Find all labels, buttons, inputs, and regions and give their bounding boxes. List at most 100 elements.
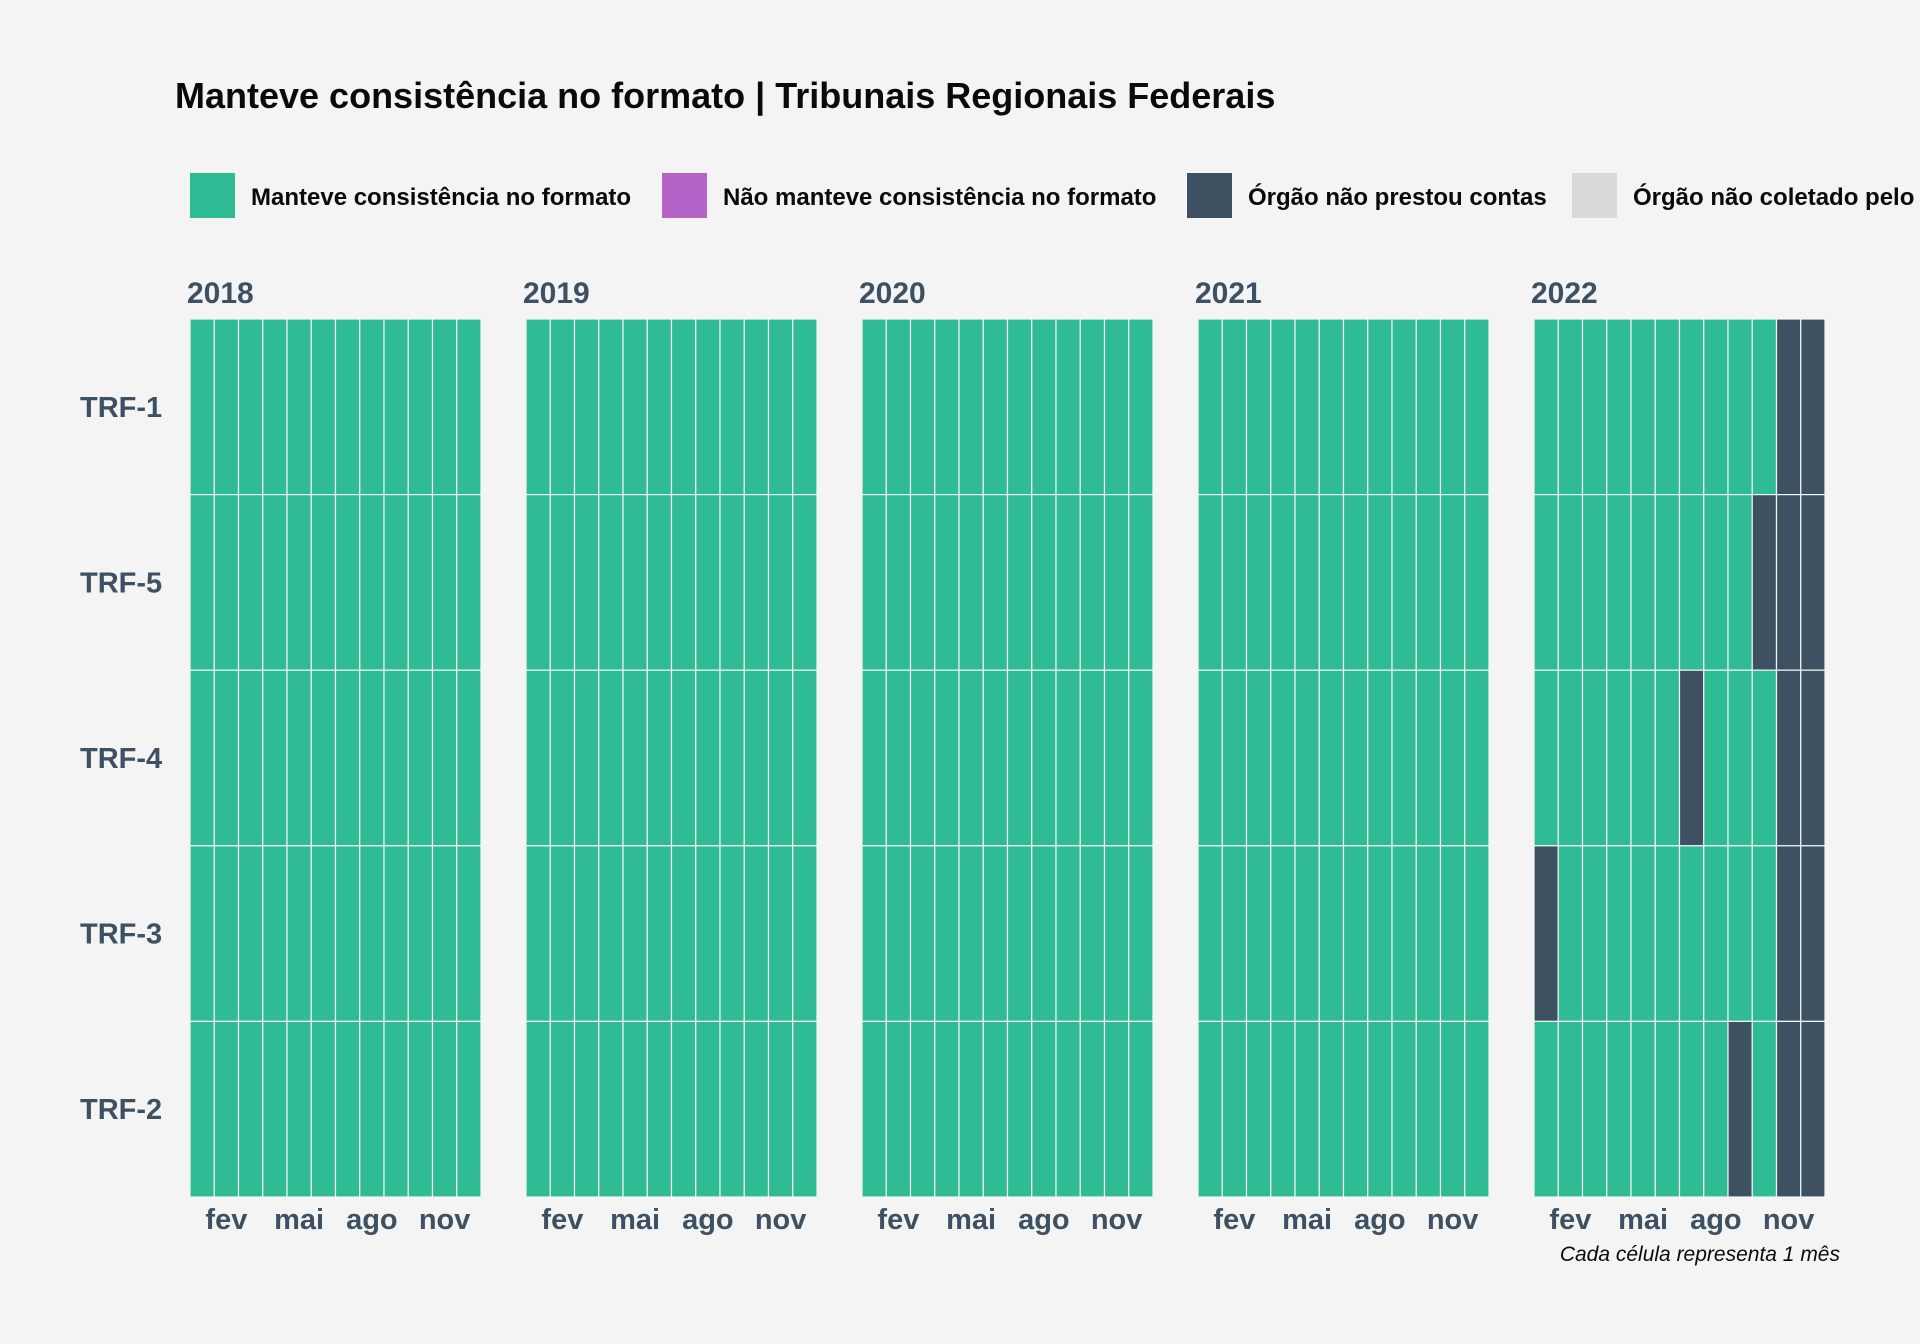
cell-2019-TRF-2-m3 (573, 1020, 600, 1198)
cell-2021-TRF-5-m8 (1367, 494, 1393, 671)
cell-2018-TRF-2-m9 (383, 1020, 409, 1198)
cell-2018-TRF-1-m11 (431, 318, 458, 496)
cell-2018-TRF-4-m2 (213, 669, 240, 847)
cell-2022-TRF-2-m9 (1727, 1020, 1753, 1198)
cell-2021-TRF-5-m12 (1464, 494, 1490, 671)
cell-2021-TRF-2-m1 (1197, 1020, 1223, 1198)
cell-2019-TRF-2-m1 (525, 1020, 551, 1198)
cell-2019-TRF-5-m2 (549, 494, 576, 671)
cell-2020-TRF-2-m4 (934, 1020, 960, 1198)
x-tick-label: ago (1354, 1204, 1406, 1236)
cell-2020-TRF-5-m12 (1128, 494, 1154, 671)
cell-2020-TRF-3-m4 (934, 845, 960, 1022)
cell-2021-TRF-4-m10 (1415, 669, 1442, 847)
cell-2021-TRF-4-m11 (1439, 669, 1466, 847)
cell-2018-TRF-5-m3 (237, 494, 264, 671)
cell-2021-TRF-5-m5 (1294, 494, 1320, 671)
cell-2020-TRF-2-m6 (982, 1020, 1009, 1198)
cell-2019-TRF-1-m8 (695, 318, 721, 496)
cell-2021-TRF-1-m9 (1391, 318, 1417, 496)
legend-item-ok: Manteve consistência no formato (190, 173, 631, 218)
year-label: 2020 (859, 277, 926, 310)
cell-2021-TRF-1-m10 (1415, 318, 1442, 496)
cell-2019-TRF-2-m2 (549, 1020, 576, 1198)
cell-2018-TRF-4-m3 (237, 669, 264, 847)
cell-2021-TRF-5-m9 (1391, 494, 1417, 671)
cell-2019-TRF-5-m6 (646, 494, 673, 671)
cell-2021-TRF-4-m4 (1270, 669, 1296, 847)
cell-2020-TRF-5-m11 (1103, 494, 1130, 671)
cell-2021-TRF-4-m5 (1294, 669, 1320, 847)
legend-label: Órgão não prestou contas (1248, 183, 1547, 211)
cell-2019-TRF-4-m10 (743, 669, 770, 847)
x-tick-label: ago (682, 1204, 734, 1236)
cell-2020-TRF-3-m8 (1031, 845, 1057, 1022)
cell-2019-TRF-3-m3 (573, 845, 600, 1022)
cell-2019-TRF-5-m4 (598, 494, 624, 671)
cell-2020-TRF-3-m11 (1103, 845, 1130, 1022)
cell-2022-TRF-2-m11 (1775, 1020, 1802, 1198)
cell-2019-TRF-2-m11 (767, 1020, 794, 1198)
cell-2019-TRF-2-m12 (792, 1020, 818, 1198)
cell-2022-TRF-4-m9 (1727, 669, 1753, 847)
cell-2022-TRF-3-m10 (1751, 845, 1778, 1022)
cell-2021-TRF-1-m1 (1197, 318, 1223, 496)
cell-2020-TRF-4-m8 (1031, 669, 1057, 847)
cell-2020-TRF-2-m2 (885, 1020, 912, 1198)
cell-2020-TRF-1-m10 (1079, 318, 1106, 496)
cell-2019-TRF-2-m9 (719, 1020, 745, 1198)
cell-2020-TRF-5-m2 (885, 494, 912, 671)
x-tick-label: mai (610, 1204, 660, 1236)
cell-2021-TRF-1-m7 (1342, 318, 1369, 496)
row-label: TRF-3 (80, 919, 162, 951)
cell-2022-TRF-2-m10 (1751, 1020, 1778, 1198)
cell-2019-TRF-5-m5 (622, 494, 648, 671)
cell-2020-TRF-4-m3 (909, 669, 936, 847)
cell-2020-TRF-3-m9 (1055, 845, 1081, 1022)
x-tick-label: fev (877, 1204, 919, 1236)
cell-2020-TRF-2-m12 (1128, 1020, 1154, 1198)
cell-2020-TRF-3-m2 (885, 845, 912, 1022)
x-tick-label: nov (419, 1204, 471, 1236)
cell-2019-TRF-1-m12 (792, 318, 818, 496)
cell-2020-TRF-1-m5 (958, 318, 984, 496)
cell-2021-TRF-3-m11 (1439, 845, 1466, 1022)
cell-2018-TRF-3-m10 (407, 845, 434, 1022)
cell-2022-TRF-4-m12 (1800, 669, 1826, 847)
cell-2019-TRF-3-m5 (622, 845, 648, 1022)
cell-2022-TRF-3-m2 (1557, 845, 1584, 1022)
cell-2019-TRF-4-m3 (573, 669, 600, 847)
cell-2021-TRF-2-m6 (1318, 1020, 1345, 1198)
cell-2021-TRF-3-m9 (1391, 845, 1417, 1022)
x-tick-label: mai (1282, 1204, 1332, 1236)
cell-2018-TRF-4-m10 (407, 669, 434, 847)
cell-2021-TRF-5-m1 (1197, 494, 1223, 671)
cell-2019-TRF-1-m9 (719, 318, 745, 496)
cell-2018-TRF-2-m10 (407, 1020, 434, 1198)
cell-2018-TRF-1-m12 (456, 318, 482, 496)
cell-2022-TRF-3-m12 (1800, 845, 1826, 1022)
cell-2020-TRF-4-m4 (934, 669, 960, 847)
legend-swatch (1572, 173, 1617, 218)
cell-2020-TRF-1-m7 (1006, 318, 1033, 496)
cell-2021-TRF-3-m8 (1367, 845, 1393, 1022)
cell-2020-TRF-4-m9 (1055, 669, 1081, 847)
cell-2018-TRF-2-m4 (262, 1020, 288, 1198)
cell-2019-TRF-2-m10 (743, 1020, 770, 1198)
cell-2018-TRF-5-m11 (431, 494, 458, 671)
cell-2020-TRF-4-m11 (1103, 669, 1130, 847)
cell-2020-TRF-2-m11 (1103, 1020, 1130, 1198)
cell-2019-TRF-3-m1 (525, 845, 551, 1022)
cell-2022-TRF-4-m5 (1630, 669, 1656, 847)
cell-2019-TRF-3-m8 (695, 845, 721, 1022)
cell-2019-TRF-1-m5 (622, 318, 648, 496)
cell-2018-TRF-1-m5 (286, 318, 312, 496)
cell-2022-TRF-1-m6 (1654, 318, 1681, 496)
cell-2020-TRF-5-m5 (958, 494, 984, 671)
cell-2018-TRF-1-m4 (262, 318, 288, 496)
cell-2018-TRF-3-m9 (383, 845, 409, 1022)
cell-2022-TRF-1-m4 (1606, 318, 1632, 496)
cell-2021-TRF-2-m10 (1415, 1020, 1442, 1198)
legend-label: Órgão não coletado pelo (1633, 183, 1914, 211)
legend-item-nc: Órgão não coletado pelo (1572, 173, 1914, 218)
